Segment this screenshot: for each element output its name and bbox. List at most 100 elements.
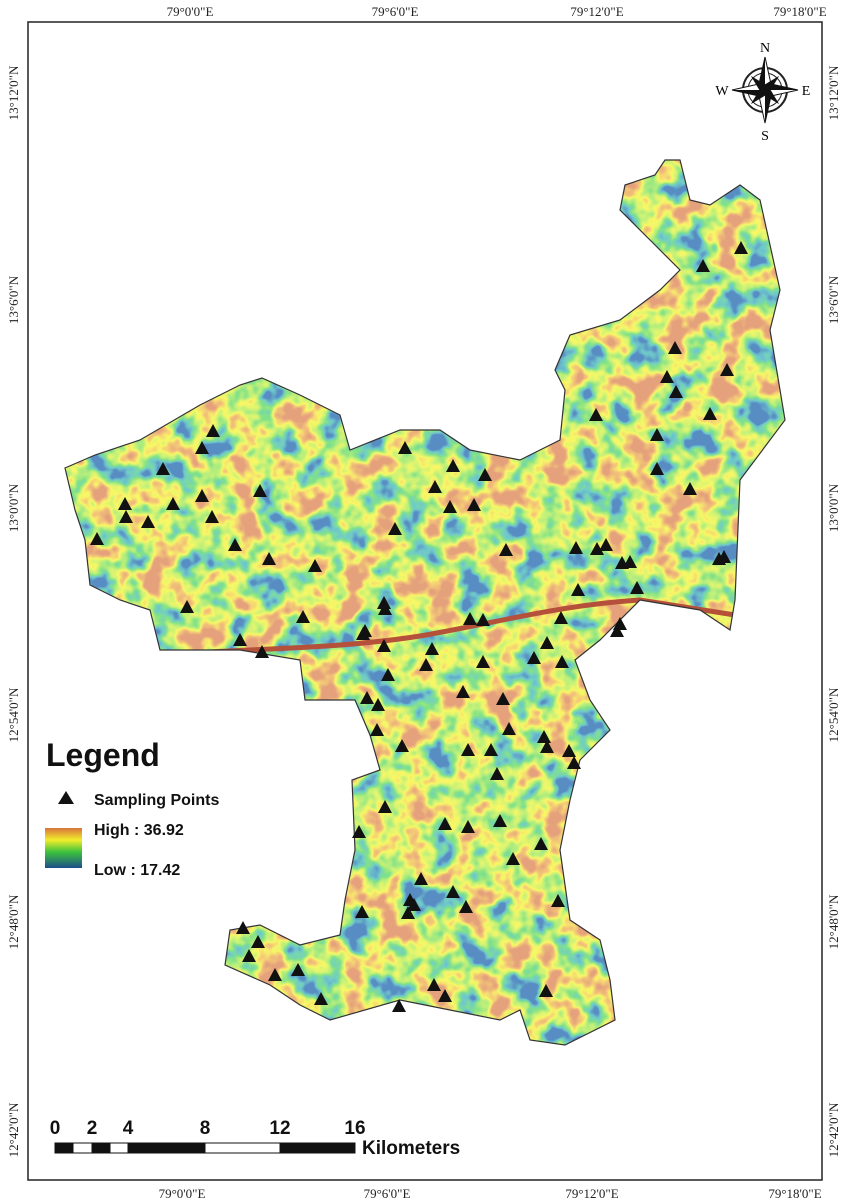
sampling-point — [615, 556, 629, 569]
sampling-point — [401, 906, 415, 919]
sampling-point — [476, 613, 490, 626]
sampling-point — [589, 408, 603, 421]
sampling-point — [206, 424, 220, 437]
graticule-labels: 79°0'0"E 79°0'0"E 79°6'0"E 79°6'0"E 79°12'0"… — [6, 4, 841, 1201]
sampling-point — [392, 999, 406, 1012]
sampling-point — [506, 852, 520, 865]
sampling-point — [478, 468, 492, 481]
sampling-point — [253, 484, 267, 497]
sampling-point — [90, 532, 104, 545]
sampling-point — [356, 627, 370, 640]
scale-label: 8 — [200, 1118, 211, 1139]
compass-n: N — [760, 41, 770, 56]
sampling-point — [539, 984, 553, 997]
sampling-point — [590, 542, 604, 555]
sampling-point — [262, 552, 276, 565]
sampling-point — [463, 612, 477, 625]
sampling-point — [180, 600, 194, 613]
sampling-point — [484, 743, 498, 756]
sampling-point — [551, 894, 565, 907]
sampling-point — [467, 498, 481, 511]
sampling-point — [268, 968, 282, 981]
sampling-point — [490, 767, 504, 780]
sampling-point — [398, 441, 412, 454]
scale-label: 12 — [269, 1118, 290, 1139]
scale-bar: Kilometers 0 2 4 8 12 16 — [50, 1118, 460, 1159]
sampling-point — [446, 459, 460, 472]
legend-ramp — [45, 828, 82, 868]
sampling-point — [527, 651, 541, 664]
lat-label-left: 13°0'0"N — [6, 483, 21, 532]
sampling-point — [195, 441, 209, 454]
lat-label-left: 13°6'0"N — [6, 275, 21, 324]
scale-segment — [127, 1142, 206, 1154]
sampling-point — [562, 744, 576, 757]
sampling-point — [370, 723, 384, 736]
sampling-point — [141, 515, 155, 528]
sampling-point — [251, 935, 265, 948]
scale-label: 0 — [50, 1118, 61, 1139]
sampling-points — [90, 241, 748, 1012]
lat-label-left: 12°48'0"N — [6, 894, 21, 949]
lat-label-right: 13°12'0"N — [826, 65, 841, 120]
sampling-point — [446, 885, 460, 898]
compass-s: S — [761, 129, 769, 144]
lat-label-right: 12°42'0"N — [826, 1102, 841, 1157]
sampling-point — [205, 510, 219, 523]
sampling-point — [228, 538, 242, 551]
sampling-point — [554, 611, 568, 624]
lat-label-right: 12°48'0"N — [826, 894, 841, 949]
sampling-point — [502, 722, 516, 735]
sampling-point — [459, 900, 473, 913]
lat-label-right: 13°0'0"N — [826, 483, 841, 532]
sampling-point — [461, 743, 475, 756]
sampling-point — [703, 407, 717, 420]
scale-segment — [54, 1142, 74, 1154]
legend-title: Legend — [46, 737, 160, 773]
sampling-point — [499, 543, 513, 556]
sampling-point — [650, 428, 664, 441]
scale-label: 2 — [87, 1118, 98, 1139]
sampling-point — [119, 510, 133, 523]
sampling-point — [355, 905, 369, 918]
sampling-point — [395, 739, 409, 752]
scale-segment — [109, 1142, 129, 1154]
sampling-point — [650, 462, 664, 475]
scale-label: 16 — [344, 1118, 365, 1139]
lon-label-bottom: 79°6'0"E — [364, 1186, 411, 1201]
legend: Legend Sampling Points High : 36.92 Low … — [45, 737, 219, 879]
sampling-point — [388, 522, 402, 535]
sampling-point — [352, 825, 366, 838]
lon-label-top: 79°6'0"E — [372, 4, 419, 19]
sampling-point — [419, 658, 433, 671]
sampling-point — [381, 668, 395, 681]
sampling-point — [118, 497, 132, 510]
lat-label-left: 13°12'0"N — [6, 65, 21, 120]
compass-w: W — [715, 84, 729, 99]
sampling-point — [233, 633, 247, 646]
sampling-point — [696, 259, 710, 272]
sampling-point — [296, 610, 310, 623]
sampling-point — [314, 992, 328, 1005]
scale-segment — [72, 1142, 93, 1154]
sampling-point — [555, 655, 569, 668]
lon-label-bottom: 79°0'0"E — [159, 1186, 206, 1201]
sampling-point — [378, 800, 392, 813]
sampling-point — [660, 370, 674, 383]
lat-label-left: 12°54'0"N — [6, 687, 21, 742]
sampling-point — [493, 814, 507, 827]
legend-triangle — [58, 791, 74, 804]
compass-e: E — [802, 84, 811, 99]
sampling-point — [720, 363, 734, 376]
lon-label-top: 79°12'0"E — [570, 4, 623, 19]
sampling-point — [599, 538, 613, 551]
sampling-point — [630, 581, 644, 594]
sampling-point — [569, 541, 583, 554]
sampling-point — [378, 602, 392, 615]
sampling-point — [734, 241, 748, 254]
sampling-point — [683, 482, 697, 495]
legend-points: Sampling Points — [94, 792, 219, 809]
sampling-point — [610, 624, 624, 637]
lon-label-top: 79°18'0"E — [773, 4, 826, 19]
